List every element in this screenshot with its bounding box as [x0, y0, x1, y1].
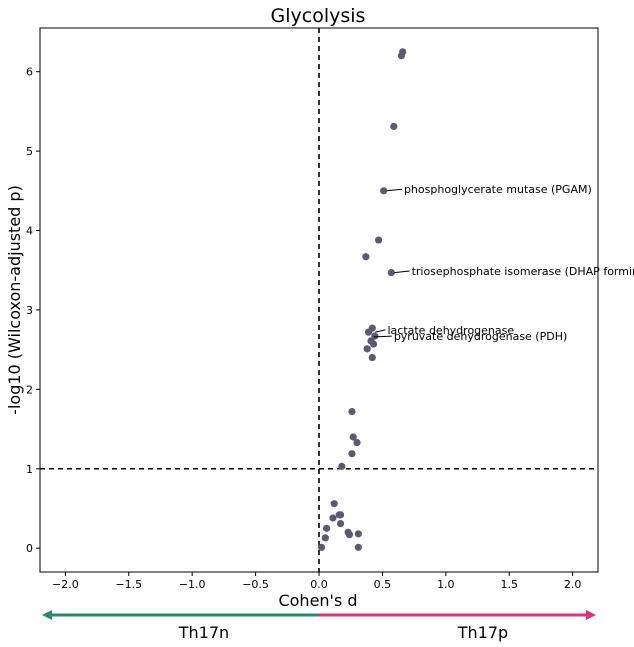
x-tick-label: 0.5 — [374, 578, 392, 591]
x-tick-label: −1.5 — [115, 578, 142, 591]
data-point — [336, 519, 345, 528]
data-point — [363, 345, 371, 353]
annotation-leader — [373, 335, 392, 338]
data-point — [349, 433, 357, 441]
y-tick-label: 0 — [26, 542, 33, 555]
y-tick-label: 3 — [26, 304, 33, 317]
x-tick-label: −0.5 — [242, 578, 269, 591]
data-point — [387, 269, 395, 277]
data-point — [317, 543, 326, 551]
data-point — [390, 122, 398, 131]
chart-title: Glycolysis — [271, 5, 366, 27]
group-label-right: Th17p — [457, 623, 508, 642]
data-point — [329, 514, 337, 522]
y-tick-label: 4 — [26, 225, 33, 238]
data-point — [330, 500, 338, 508]
data-point — [354, 543, 362, 551]
y-tick-label: 2 — [26, 383, 33, 396]
x-tick-label: 2.0 — [564, 578, 582, 591]
annotation-leader — [375, 329, 386, 333]
data-point — [321, 534, 329, 542]
data-point — [353, 438, 361, 447]
x-tick-label: −2.0 — [52, 578, 79, 591]
data-point — [362, 253, 370, 261]
annotation-label: pyruvate dehydrogenase (PDH) — [394, 330, 567, 343]
group-label-left: Th17n — [178, 623, 229, 642]
data-point — [345, 531, 354, 539]
y-tick-label: 5 — [26, 145, 33, 158]
annotation-leader — [386, 188, 403, 192]
data-point — [369, 340, 378, 348]
group-arrow-left-head — [42, 610, 52, 620]
x-tick-label: 1.0 — [437, 578, 455, 591]
x-tick-label: −1.0 — [179, 578, 206, 591]
group-arrow-right-head — [586, 610, 596, 620]
plot-area: −2.0 −1.5 −1.0 −0.5 0.0 0.5 1.0 1.5 2.0 0 1 2 3 4 5 6 ph… — [26, 27, 634, 591]
annotation-leader — [394, 270, 410, 274]
data-point — [335, 511, 343, 519]
annotation-label: triosephosphate isomerase (DHAP forming) — [412, 265, 634, 278]
y-tick-label: 1 — [26, 463, 33, 476]
data-point — [348, 450, 356, 458]
data-point — [380, 187, 388, 195]
data-point — [338, 462, 346, 470]
y-tick-label: 6 — [26, 66, 33, 79]
annotation-label: lactate dehydrogenase — [387, 324, 514, 337]
y-axis-label: -log10 (Wilcoxon-adjusted p) — [5, 185, 24, 415]
x-axis-label: Cohen's d — [278, 591, 357, 610]
data-point — [397, 52, 406, 60]
x-tick-label: 0.0 — [310, 578, 328, 591]
group-arrows — [42, 610, 596, 620]
data-point — [348, 407, 356, 416]
data-point — [368, 353, 376, 362]
data-point — [375, 236, 383, 244]
data-point — [364, 328, 373, 336]
annotation-label: phosphoglycerate mutase (PGAM) — [404, 183, 592, 196]
x-tick-label: 1.5 — [500, 578, 518, 591]
data-point — [354, 530, 362, 538]
data-point — [323, 524, 331, 532]
